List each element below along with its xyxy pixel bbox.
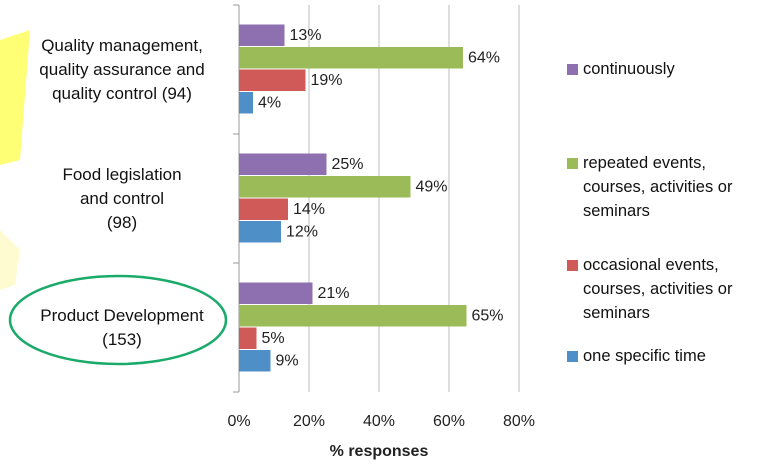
x-axis-title: % responses	[330, 443, 429, 460]
bar	[239, 283, 313, 305]
value-label: 14%	[293, 201, 325, 218]
value-label: 21%	[318, 285, 350, 302]
category-label: Product Development (153)	[8, 304, 236, 352]
x-tick-label: 40%	[363, 413, 395, 430]
bar	[239, 350, 271, 372]
x-tick-label: 80%	[503, 413, 535, 430]
legend-label: repeated events, courses, activities or …	[583, 151, 768, 223]
legend-label: occasional events, courses, activities o…	[583, 253, 768, 325]
legend-swatch	[567, 351, 578, 362]
legend-swatch	[567, 158, 578, 169]
bar	[239, 154, 327, 176]
value-label: 5%	[262, 330, 285, 347]
x-tick-label: 0%	[227, 413, 250, 430]
category-label: Food legislation and control (98)	[8, 163, 236, 235]
value-label: 64%	[468, 49, 500, 66]
page: % responses 0% 20% 40% 60% 80% 13% 64% 19% 4% 25%…	[0, 0, 770, 465]
value-label: 49%	[416, 178, 448, 195]
bar	[239, 221, 281, 243]
value-label: 25%	[332, 156, 364, 173]
value-label: 13%	[290, 27, 322, 44]
decor-shape	[0, 230, 20, 290]
value-label: 9%	[276, 352, 299, 369]
bar	[239, 176, 411, 198]
x-tick-label: 20%	[293, 413, 325, 430]
bar	[239, 199, 288, 221]
category-label: Quality management, quality assurance an…	[8, 34, 236, 106]
legend-label: one specific time	[583, 344, 768, 368]
value-label: 19%	[311, 72, 343, 89]
bar	[239, 328, 257, 350]
value-label: 12%	[286, 223, 318, 240]
x-tick-label: 60%	[433, 413, 465, 430]
legend-label: continuously	[583, 57, 768, 81]
value-label: 4%	[258, 94, 281, 111]
value-label: 65%	[472, 307, 504, 324]
legend-swatch	[567, 260, 578, 271]
bar	[239, 92, 253, 114]
bar	[239, 25, 285, 47]
bar	[239, 305, 467, 327]
legend-swatch	[567, 64, 578, 75]
bar	[239, 70, 306, 92]
bar	[239, 47, 463, 69]
